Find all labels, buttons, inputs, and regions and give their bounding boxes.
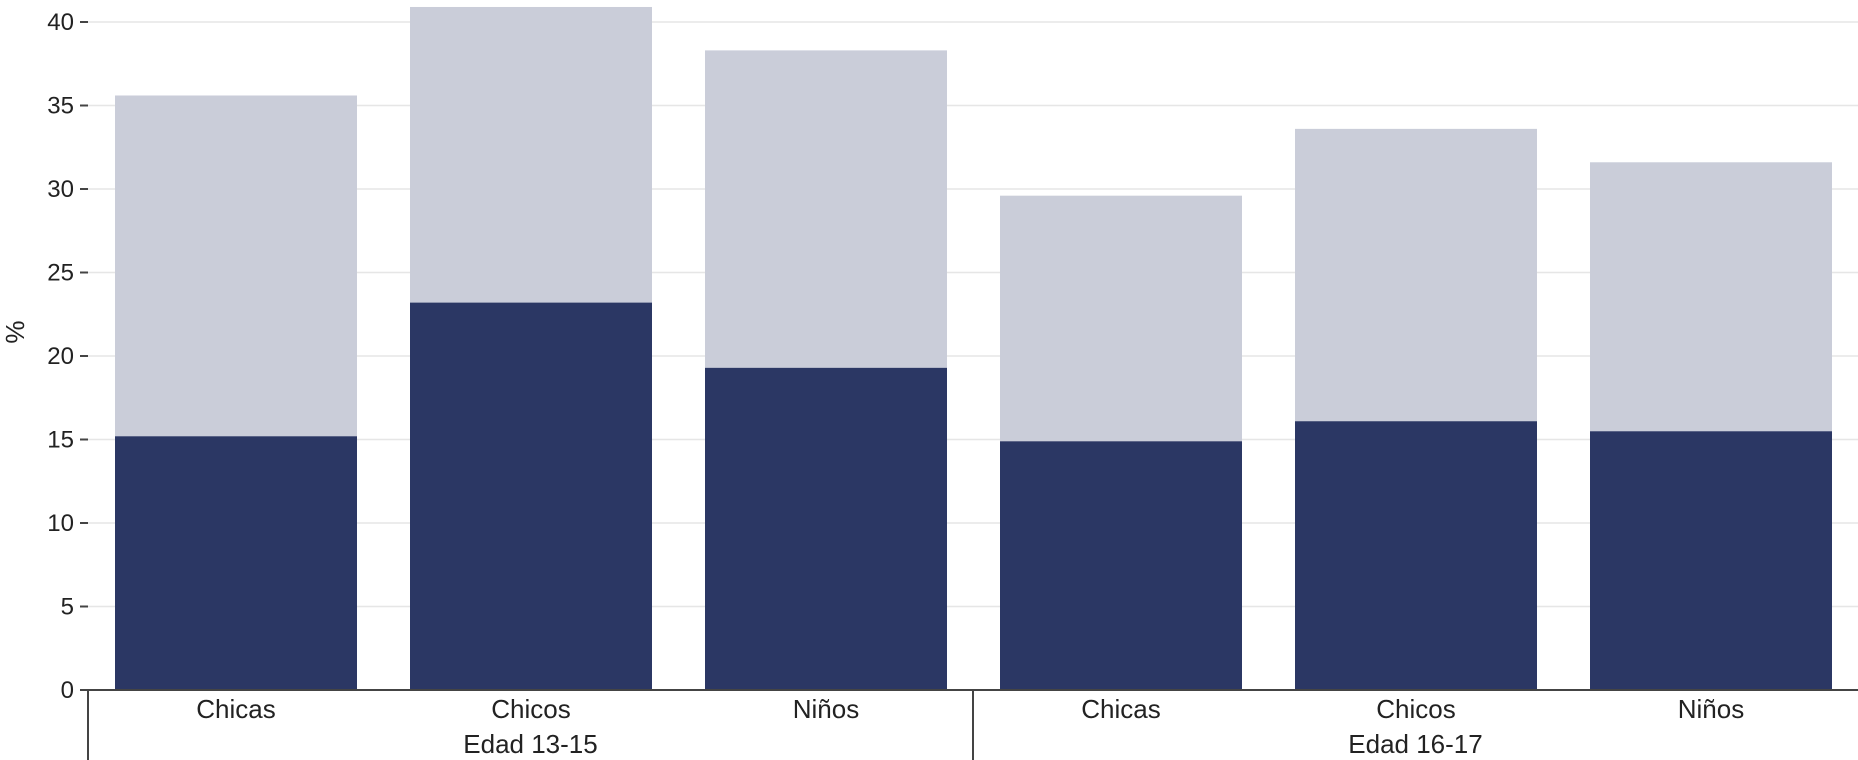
- bar-segment: [1000, 195, 1242, 442]
- bar-segment: [410, 6, 652, 303]
- bar-segment: [705, 50, 947, 368]
- category-label: Chicos: [491, 694, 570, 724]
- bar-segment: [1590, 431, 1832, 690]
- category-label: Chicas: [196, 694, 275, 724]
- bar-segment: [115, 436, 357, 690]
- bar-segment: [1000, 441, 1242, 690]
- y-tick-label: 10: [47, 510, 74, 537]
- y-tick-label: 40: [47, 9, 74, 36]
- y-tick-label: 30: [47, 176, 74, 203]
- axis-labels: 0 5 10 15 20 25 30 35 40 Chicas Chicos Niños Chicas C…: [47, 9, 1744, 759]
- bar-segment: [1295, 421, 1537, 690]
- bar-segment: [410, 302, 652, 690]
- y-tick-label: 15: [47, 427, 74, 454]
- category-label: Niños: [793, 694, 859, 724]
- category-label: Chicas: [1081, 694, 1160, 724]
- y-axis-title: %: [0, 320, 30, 343]
- group-label: Edad 13-15: [463, 729, 597, 759]
- y-tick-label: 0: [61, 677, 74, 704]
- bar-segment: [705, 367, 947, 690]
- bar-segment: [1295, 128, 1537, 422]
- y-tick-label: 20: [47, 343, 74, 370]
- category-label: Niños: [1678, 694, 1744, 724]
- gridlines: [88, 21, 1858, 608]
- group-label: Edad 16-17: [1348, 729, 1482, 759]
- y-tick-label: 35: [47, 93, 74, 120]
- bar-segment: [115, 95, 357, 437]
- bar-segment: [1590, 162, 1832, 432]
- y-tick-label: 5: [61, 594, 74, 621]
- axes: [80, 21, 1858, 760]
- category-label: Chicos: [1376, 694, 1455, 724]
- bars: [115, 6, 1832, 690]
- y-tick-label: 25: [47, 260, 74, 287]
